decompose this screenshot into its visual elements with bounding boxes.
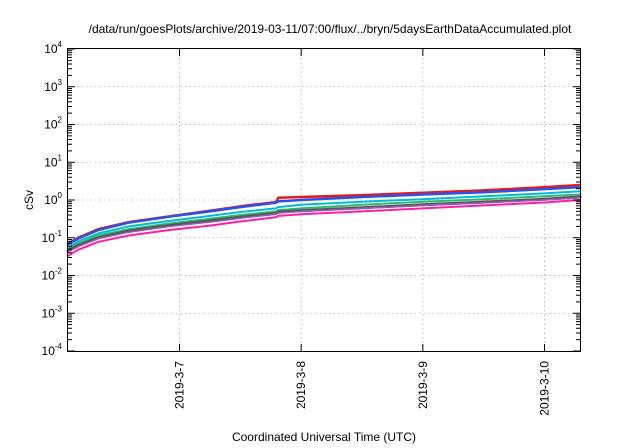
y-tick-label: 100 [44, 191, 62, 207]
y-tick-label: 10-4 [42, 342, 63, 358]
x-tick-labels: 2019-3-7 2019-3-8 2019-3-9 2019-3-10 [173, 361, 552, 416]
series-line [66, 183, 582, 245]
series-line [67, 196, 581, 253]
x-tick-label: 2019-3-8 [294, 361, 308, 409]
y-tick-label: 103 [44, 78, 62, 94]
plot-frame [67, 48, 581, 352]
grid-lines [68, 49, 580, 351]
y-tick-labels: 10-4 10-3 10-2 10-1 100 101 102 103 104 [42, 40, 63, 358]
y-axis-label: cSv [22, 190, 36, 210]
series-line [66, 185, 582, 246]
x-tick-label: 2019-3-7 [173, 361, 187, 409]
y-tick-label: 10-2 [42, 267, 63, 283]
y-tick-label: 101 [44, 153, 62, 169]
x-axis-label: Coordinated Universal Time (UTC) [232, 430, 416, 444]
chart-title: /data/run/goesPlots/archive/2019-03-11/0… [89, 22, 572, 36]
y-tick-label: 104 [44, 40, 62, 56]
data-series [66, 183, 582, 257]
x-tick-label: 2019-3-10 [538, 361, 552, 416]
series-line [67, 199, 581, 257]
tick-marks [68, 48, 580, 352]
y-tick-label: 102 [44, 116, 62, 132]
series-line [67, 193, 581, 251]
y-tick-label: 10-1 [42, 229, 63, 245]
series-line [67, 190, 581, 249]
x-tick-label: 2019-3-9 [416, 361, 430, 409]
y-tick-label: 10-3 [42, 304, 63, 320]
